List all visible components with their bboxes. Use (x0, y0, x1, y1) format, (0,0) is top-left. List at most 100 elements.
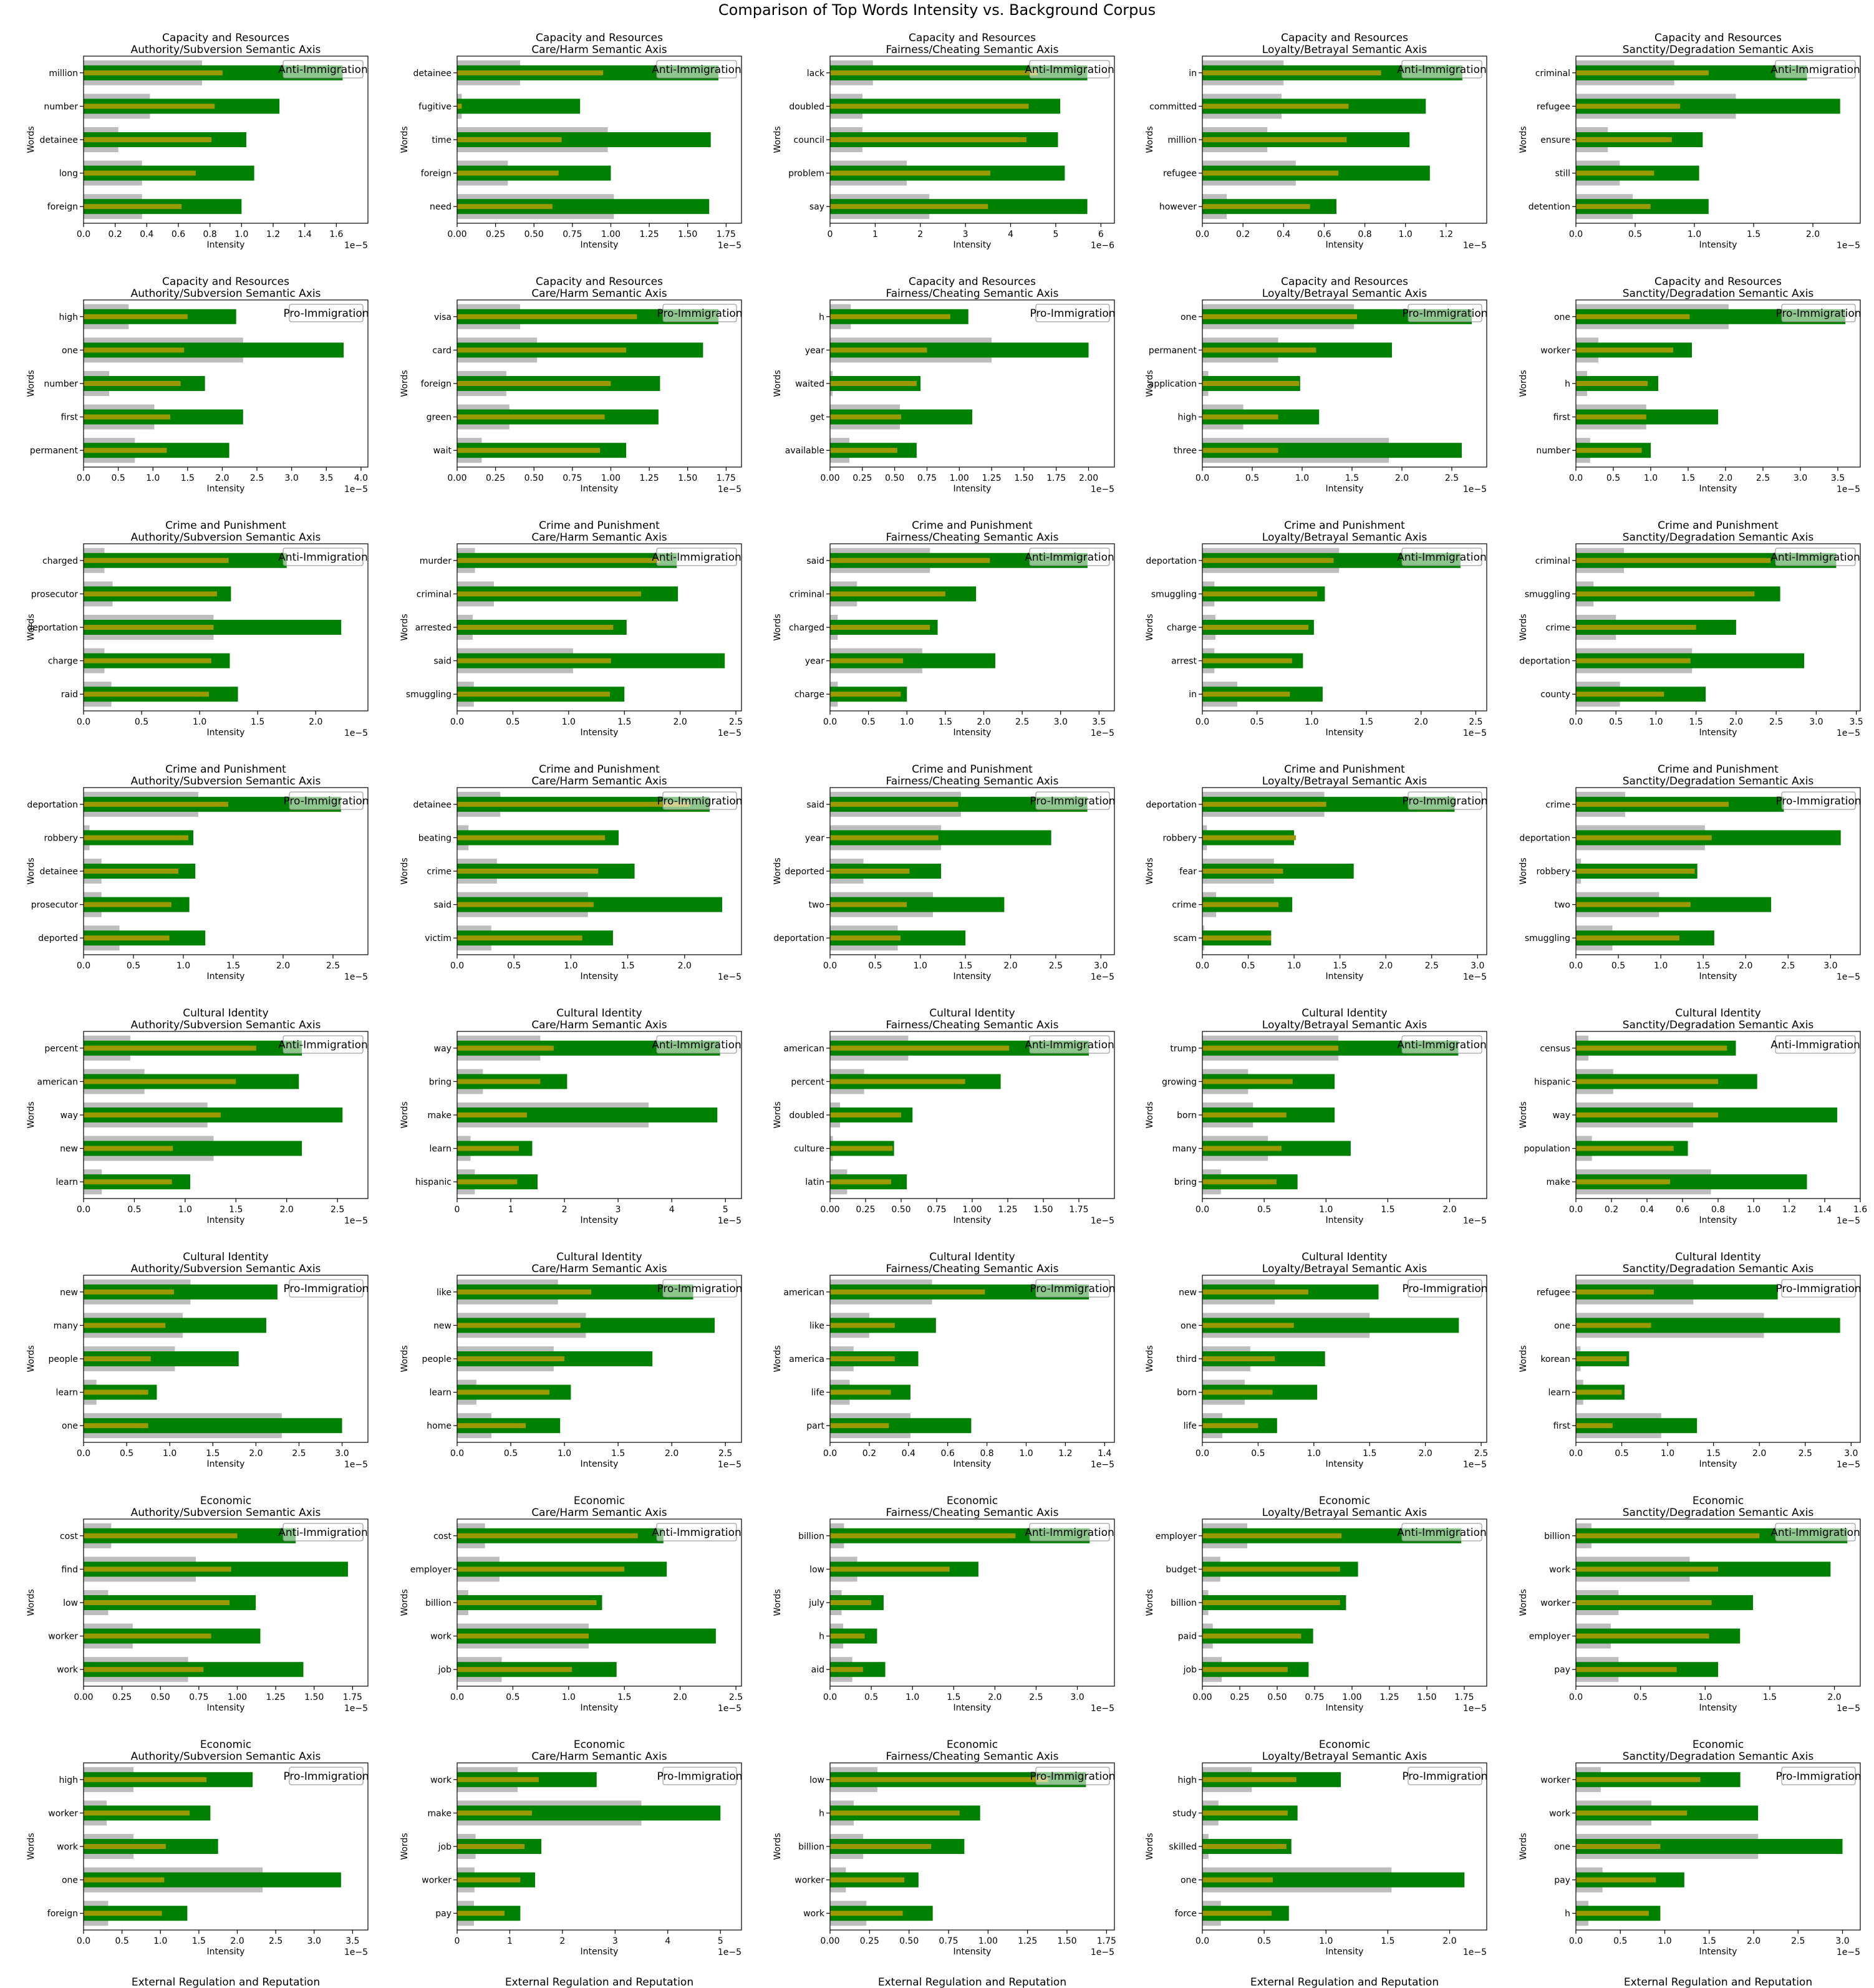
y-axis-label: Words (1145, 1833, 1155, 1860)
comparison-bar (1576, 625, 1696, 630)
stance-label-box (1029, 1035, 1110, 1054)
x-tick-label: 3.0 (1471, 961, 1484, 971)
stance-label: Anti-Immigration (652, 1039, 741, 1051)
comparison-bar (830, 70, 1038, 75)
comparison-bar (84, 869, 178, 874)
x-tick-label: 1.0 (1688, 229, 1701, 239)
x-tick-label: 4 (1008, 229, 1013, 239)
comparison-bar (84, 1323, 166, 1328)
subplot-category-title: Capacity and Resources (909, 276, 1036, 288)
stance-label-box (1401, 548, 1482, 566)
x-axis-exponent: 1e−5 (344, 1704, 368, 1714)
x-tick-label: 2 (562, 1205, 568, 1215)
y-tick-label: number (44, 379, 78, 389)
y-tick-label: crime (1545, 623, 1570, 633)
x-tick-label: 2.5 (1029, 1692, 1043, 1702)
stance-label: Anti-Immigration (1770, 1527, 1860, 1539)
subplot-axis-title: Sanctity/Degradation Semantic Axis (1623, 287, 1814, 300)
plot-frame (83, 299, 369, 468)
x-axis-exponent: 1e−5 (1463, 1460, 1487, 1470)
plot-frame (829, 1518, 1115, 1687)
y-tick-label: low (809, 1775, 824, 1785)
x-axis-exponent: 1e−5 (1463, 1947, 1487, 1957)
x-tick-label: 1.50 (1057, 1936, 1076, 1946)
x-axis-exponent: 1e−5 (718, 972, 741, 982)
y-tick-label: foreign (47, 202, 78, 212)
y-tick-label: one (62, 345, 78, 355)
comparison-bar (1576, 448, 1642, 453)
y-tick-label: first (1553, 413, 1571, 423)
stance-label: Pro-Immigration (1402, 1770, 1487, 1783)
x-tick-label: 1.75 (1454, 1692, 1474, 1702)
subplot-category-title: Capacity and Resources (1281, 32, 1408, 44)
stance-label: Pro-Immigration (1030, 307, 1115, 320)
comparison-bar (830, 104, 1029, 109)
x-tick-label: 1.5 (206, 1449, 220, 1459)
comparison-bar (457, 869, 599, 874)
y-tick-label: work (1549, 1565, 1571, 1575)
y-tick-label: new (60, 1288, 78, 1298)
subplot: Crime and PunishmentSanctity/Degradation… (1519, 519, 1863, 738)
y-tick-label: number (1536, 446, 1570, 456)
y-axis-label: Words (400, 1345, 410, 1372)
x-tick-label: 0.5 (1611, 961, 1625, 971)
subplot-axis-title: Loyalty/Betrayal Semantic Axis (1262, 44, 1427, 56)
comparison-bar (830, 1566, 950, 1572)
y-tick-label: worker (1540, 1598, 1570, 1608)
subplot-category-title: Economic (1319, 1495, 1370, 1507)
x-tick-label: 0.0 (1195, 961, 1209, 971)
y-tick-label: smuggling (406, 690, 452, 700)
comparison-bar (830, 1533, 1016, 1538)
comparison-bar (84, 1633, 211, 1639)
comparison-bar (457, 137, 562, 142)
comparison-bar (457, 1844, 525, 1849)
plot-frame (829, 543, 1115, 712)
comparison-bar (457, 414, 605, 420)
y-tick-label: worker (48, 1808, 78, 1818)
x-tick-label: 1.2 (1439, 229, 1453, 239)
subplot: Capacity and ResourcesSanctity/Degradati… (1519, 276, 1862, 495)
x-axis-exponent: 1e−5 (344, 1460, 368, 1470)
x-tick-label: 3 (616, 1205, 621, 1215)
x-axis-label: Intensity (1699, 1703, 1737, 1713)
stance-label-box (1408, 1767, 1482, 1785)
x-tick-label: 1.5 (939, 717, 952, 727)
x-axis-label: Intensity (1326, 972, 1364, 982)
y-tick-label: robbery (1537, 867, 1570, 877)
plot-frame (1202, 1031, 1487, 1199)
y-tick-label: deportation (1519, 657, 1570, 667)
x-axis-label: Intensity (1326, 1215, 1364, 1225)
comparison-bar (1576, 692, 1664, 697)
x-axis-exponent: 1e−5 (1463, 728, 1487, 738)
y-tick-label: deported (38, 934, 78, 943)
x-axis-exponent: 1e−5 (1463, 241, 1487, 251)
comparison-bar (84, 1844, 166, 1849)
y-tick-label: make (1547, 1177, 1570, 1187)
y-tick-label: third (1176, 1354, 1197, 1364)
comparison-bar (457, 1877, 521, 1883)
x-axis-label: Intensity (207, 1703, 245, 1713)
x-tick-label: 2.0 (1806, 229, 1820, 239)
stance-label: Pro-Immigration (1402, 795, 1487, 808)
comparison-bar (457, 314, 637, 319)
y-tick-label: smuggling (1525, 589, 1570, 599)
x-tick-label: 0.4 (1640, 1205, 1654, 1215)
plot-frame (83, 1275, 369, 1443)
subplot-category-title: Cultural Identity (556, 1251, 642, 1263)
x-axis-exponent: 1e−5 (1837, 1216, 1860, 1226)
subplot-axis-title: Sanctity/Degradation Semantic Axis (1623, 531, 1814, 544)
x-tick-label: 1.5 (1747, 229, 1760, 239)
comparison-bar (830, 935, 901, 941)
x-tick-label: 3.5 (1831, 473, 1845, 483)
comparison-bar (1576, 414, 1646, 420)
stance-label-box (1775, 1035, 1856, 1054)
comparison-bar (830, 1423, 889, 1429)
subplot-category-title: Economic (1693, 1739, 1744, 1751)
x-tick-label: 0.75 (189, 1692, 208, 1702)
y-tick-label: pay (435, 1909, 452, 1919)
x-tick-label: 3.0 (1794, 473, 1807, 483)
subplot-axis-title: Authority/Subversion Semantic Axis (131, 1750, 321, 1763)
x-tick-label: 0.75 (563, 229, 582, 239)
